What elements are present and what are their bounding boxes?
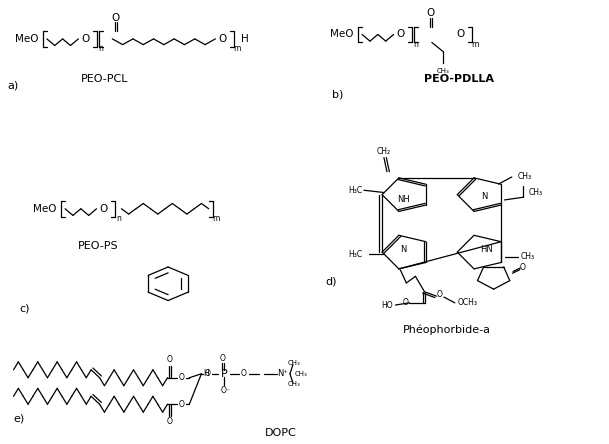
Text: Phéophorbide-a: Phéophorbide-a <box>403 325 491 335</box>
Text: O: O <box>178 373 185 382</box>
Text: HO: HO <box>381 301 393 309</box>
Text: CH₃: CH₃ <box>288 360 301 366</box>
Text: O: O <box>519 262 525 272</box>
Text: PEO-PDLLA: PEO-PDLLA <box>424 74 494 83</box>
Text: O: O <box>82 34 90 44</box>
Text: O: O <box>402 298 408 307</box>
Text: CH₃: CH₃ <box>436 67 449 74</box>
Text: a): a) <box>7 80 19 90</box>
Text: H₃C: H₃C <box>348 250 363 259</box>
Text: n: n <box>413 40 418 49</box>
Text: PEO-PCL: PEO-PCL <box>81 74 128 83</box>
Text: O: O <box>100 204 108 214</box>
Text: P: P <box>220 369 227 379</box>
Text: O: O <box>397 29 405 40</box>
Text: CH₂: CH₂ <box>376 147 390 156</box>
Text: CH₃: CH₃ <box>294 371 307 377</box>
Text: c): c) <box>19 303 30 313</box>
Text: H: H <box>203 369 209 378</box>
Text: ···: ··· <box>376 251 383 260</box>
Text: H₃C: H₃C <box>348 186 363 195</box>
Text: NH: NH <box>397 194 410 203</box>
Text: O: O <box>456 29 465 40</box>
Text: O: O <box>427 8 435 18</box>
Text: MeO: MeO <box>15 34 38 44</box>
Text: O: O <box>220 354 226 363</box>
Text: O: O <box>167 355 172 364</box>
Text: m: m <box>233 44 241 53</box>
Text: N: N <box>400 246 406 254</box>
Text: O: O <box>437 289 443 298</box>
Text: O: O <box>178 400 185 409</box>
Text: CH₃: CH₃ <box>288 381 301 387</box>
Text: O⁻: O⁻ <box>220 386 230 395</box>
Text: b): b) <box>332 89 343 99</box>
Text: HN: HN <box>480 246 493 254</box>
Text: MeO: MeO <box>330 29 353 40</box>
Text: O: O <box>167 417 172 426</box>
Text: n: n <box>116 214 121 223</box>
Text: O: O <box>111 13 120 23</box>
Text: m: m <box>471 40 479 49</box>
Text: CH₃: CH₃ <box>518 173 532 182</box>
Text: e): e) <box>13 413 25 423</box>
Text: N: N <box>481 192 488 201</box>
Text: CH₃: CH₃ <box>520 252 535 261</box>
Text: d): d) <box>326 277 337 286</box>
Text: n: n <box>98 44 103 53</box>
Text: O: O <box>205 369 211 378</box>
Text: N⁺: N⁺ <box>276 369 287 378</box>
Text: O: O <box>219 34 227 44</box>
Text: m: m <box>213 214 220 223</box>
Text: H: H <box>241 34 249 44</box>
Text: CH₃: CH₃ <box>529 188 543 198</box>
Text: MeO: MeO <box>33 204 57 214</box>
Text: O: O <box>241 369 247 378</box>
Text: DOPC: DOPC <box>264 428 296 438</box>
Text: OCH₃: OCH₃ <box>458 298 478 307</box>
Text: PEO-PS: PEO-PS <box>78 241 119 251</box>
